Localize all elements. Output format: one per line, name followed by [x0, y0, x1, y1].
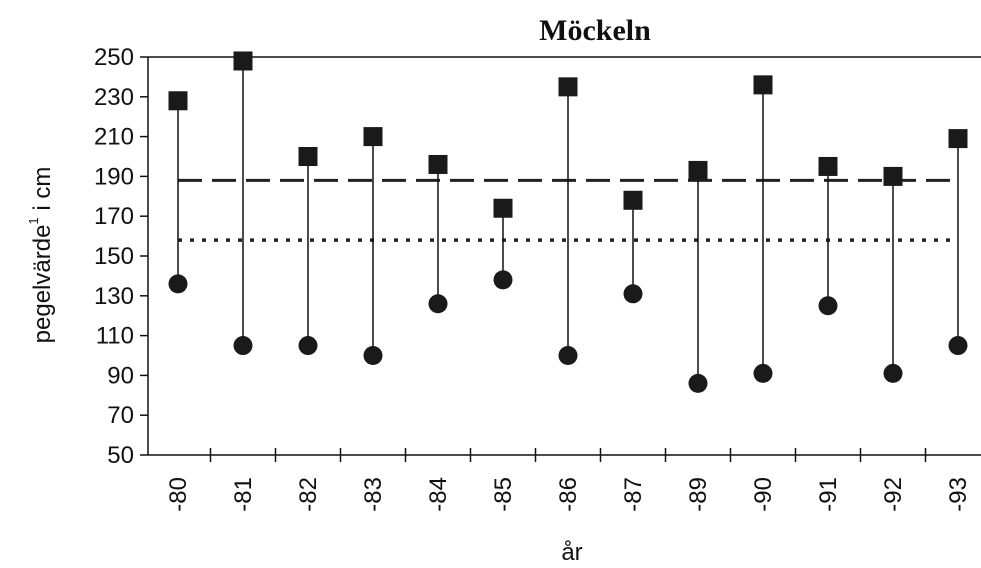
- square-point: [688, 160, 708, 180]
- circle-point: [948, 336, 968, 356]
- plot-area: 50 70 90 110 130 150 170 190 210 230 250 -80 -81 -82 -…: [94, 44, 981, 512]
- x-tick-label: -80: [165, 477, 192, 512]
- square-point: [363, 127, 383, 147]
- x-tick-label: -81: [230, 477, 257, 512]
- x-tick-label: -86: [555, 477, 582, 512]
- circle-point: [298, 336, 318, 356]
- x-tick-label: -83: [360, 477, 387, 512]
- square-point: [168, 91, 188, 111]
- x-tick-label: -93: [945, 477, 972, 512]
- circle-point: [428, 294, 448, 314]
- circle-point: [818, 296, 838, 316]
- svg-text:pegelvärde1 i cm: pegelvärde1 i cm: [26, 167, 56, 344]
- y-axis-title: pegelvärde1 i cm: [26, 167, 56, 344]
- y-tick-label: 190: [94, 163, 134, 190]
- square-point: [753, 75, 773, 95]
- y-axis-title-main: pegelvärde: [29, 225, 56, 344]
- circle-point: [233, 336, 253, 356]
- y-tick-label: 50: [107, 442, 134, 469]
- y-tick-label: 250: [94, 44, 134, 71]
- square-point: [883, 166, 903, 186]
- circle-point: [363, 346, 383, 365]
- y-tick-label: 70: [107, 402, 134, 429]
- y-axis-title-superscript: 1: [26, 217, 41, 224]
- circle-point: [688, 373, 708, 393]
- x-tick-label: -91: [815, 477, 842, 512]
- square-point: [948, 129, 968, 149]
- y-tick-label: 150: [94, 243, 134, 270]
- square-point: [233, 51, 253, 71]
- x-tick-label: -92: [880, 477, 907, 512]
- y-tick-label: 90: [107, 362, 134, 389]
- y-tick-label: 130: [94, 283, 134, 310]
- x-tick-label: -84: [425, 477, 452, 512]
- chart-title: Möckeln: [539, 14, 651, 47]
- x-tick-label: -85: [490, 477, 517, 512]
- square-point: [818, 156, 838, 176]
- y-axis-title-unit: i cm: [29, 167, 56, 218]
- x-axis-title: år: [561, 539, 582, 566]
- circle-point: [168, 274, 188, 294]
- square-point: [428, 154, 448, 174]
- circle-point: [493, 270, 513, 290]
- circle-point: [753, 363, 773, 383]
- x-tick-label: -82: [295, 477, 322, 512]
- y-tick-label: 230: [94, 84, 134, 111]
- x-tick-label: -89: [685, 477, 712, 512]
- x-tick-label: -87: [620, 477, 647, 512]
- circle-point: [623, 284, 643, 304]
- y-tick-label: 210: [94, 124, 134, 151]
- square-point: [298, 147, 318, 166]
- x-tick-label: -90: [750, 477, 777, 512]
- y-tick-label: 110: [96, 323, 134, 350]
- circle-point: [883, 363, 903, 383]
- circle-point: [558, 346, 578, 365]
- square-point: [493, 198, 513, 218]
- square-point: [623, 190, 643, 210]
- square-point: [558, 77, 578, 97]
- y-tick-label: 170: [94, 203, 134, 230]
